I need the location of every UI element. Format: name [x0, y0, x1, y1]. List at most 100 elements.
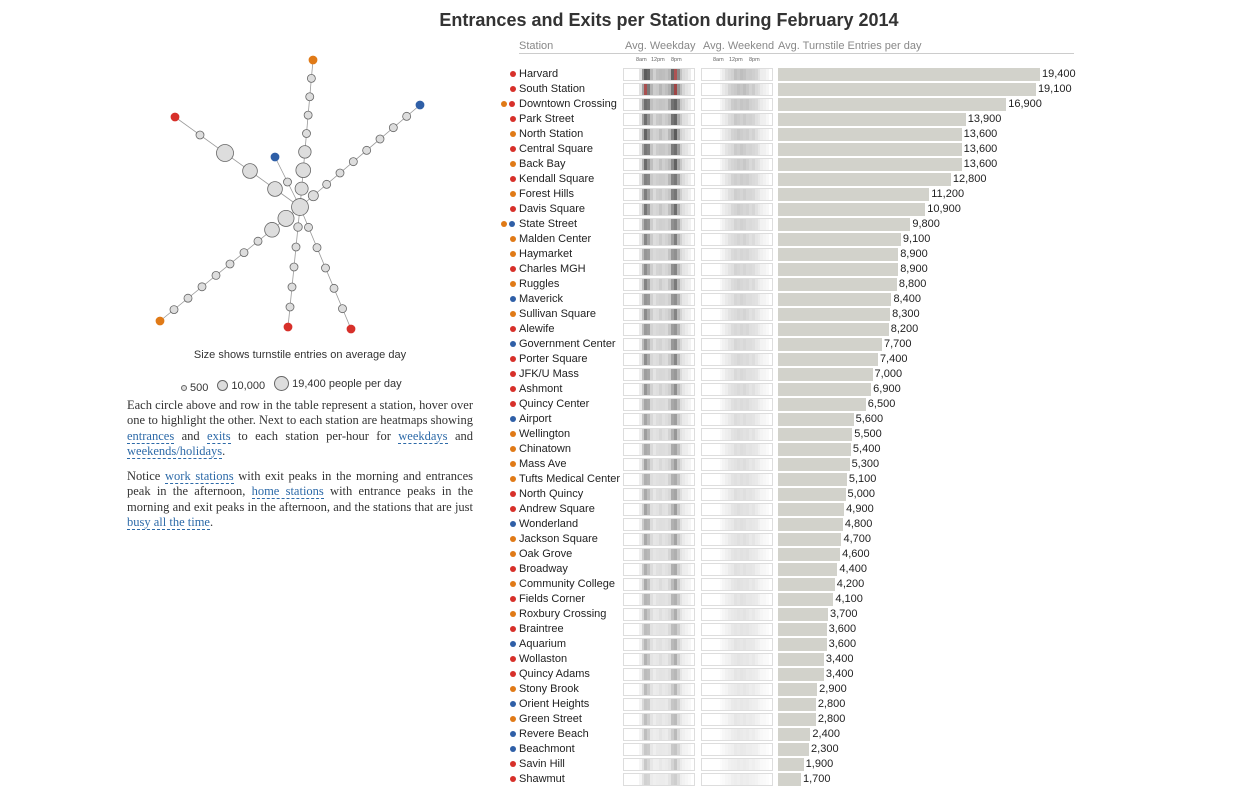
table-row[interactable]: Harvard 19,400 — [505, 67, 1076, 82]
station-circle[interactable] — [388, 123, 398, 133]
header-weekday[interactable]: Avg. Weekday — [625, 40, 696, 52]
table-row[interactable]: Andrew Square 4,900 — [505, 502, 1075, 517]
station-circle[interactable] — [267, 181, 283, 197]
station-circle[interactable] — [289, 262, 299, 272]
station-circle[interactable] — [293, 222, 303, 232]
station-circle[interactable] — [264, 222, 280, 238]
station-circle[interactable] — [291, 198, 309, 216]
station-circle[interactable] — [415, 100, 425, 110]
table-row[interactable]: State Street 9,800 — [501, 217, 1075, 232]
table-row[interactable]: Central Square 13,600 — [505, 142, 1075, 157]
table-row[interactable]: Maverick 8,400 — [505, 292, 1075, 307]
table-row[interactable]: Fields Corner 4,100 — [505, 592, 1075, 607]
header-station[interactable]: Station — [519, 40, 554, 52]
station-circle[interactable] — [304, 222, 313, 232]
table-row[interactable]: Davis Square 10,900 — [505, 202, 1075, 217]
station-circle[interactable] — [303, 110, 313, 120]
table-row[interactable]: Ashmont 6,900 — [505, 382, 1075, 397]
station-circle[interactable] — [346, 324, 356, 334]
table-row[interactable]: Ruggles 8,800 — [505, 277, 1075, 292]
table-row[interactable]: Sullivan Square 8,300 — [505, 307, 1075, 322]
station-circle[interactable] — [305, 92, 315, 102]
table-row[interactable]: Community College 4,200 — [505, 577, 1075, 592]
station-circle[interactable] — [338, 304, 347, 314]
station-circle[interactable] — [306, 73, 316, 83]
station-circle[interactable] — [169, 305, 179, 315]
station-circle[interactable] — [312, 243, 322, 253]
station-circle[interactable] — [195, 130, 205, 140]
table-row[interactable]: Revere Beach 2,400 — [505, 727, 1075, 742]
home-stations-link[interactable]: home stations — [251, 484, 324, 500]
station-circle[interactable] — [335, 168, 345, 178]
station-circle[interactable] — [211, 270, 221, 280]
table-row[interactable]: Jackson Square 4,700 — [505, 532, 1075, 547]
station-circle[interactable] — [277, 209, 295, 227]
table-row[interactable]: Tufts Medical Center 5,100 — [505, 472, 1075, 487]
table-row[interactable]: Park Street 13,900 — [505, 112, 1075, 127]
table-row[interactable]: Roxbury Crossing 3,700 — [505, 607, 1075, 622]
table-row[interactable]: Kendall Square 12,800 — [505, 172, 1075, 187]
station-circle[interactable] — [322, 179, 332, 189]
table-row[interactable]: Porter Square 7,400 — [505, 352, 1075, 367]
table-row[interactable]: Forest Hills 11,200 — [505, 187, 1075, 202]
station-circle[interactable] — [287, 282, 297, 292]
station-circle[interactable] — [294, 181, 309, 196]
station-circle[interactable] — [295, 162, 312, 179]
table-row[interactable]: Braintree 3,600 — [505, 622, 1075, 637]
table-row[interactable]: Beachmont 2,300 — [505, 742, 1075, 757]
table-row[interactable]: Stony Brook 2,900 — [505, 682, 1075, 697]
table-row[interactable]: Quincy Adams 3,400 — [505, 667, 1075, 682]
station-circle[interactable] — [270, 152, 280, 162]
table-row[interactable]: Shawmut 1,700 — [505, 772, 1075, 787]
entrances-link[interactable]: entrances — [127, 428, 175, 444]
table-row[interactable]: Back Bay 13,600 — [505, 157, 1075, 172]
table-row[interactable]: Chinatown 5,400 — [505, 442, 1075, 457]
station-circle[interactable] — [225, 259, 235, 269]
table-row[interactable]: Charles MGH 8,900 — [505, 262, 1075, 277]
table-row[interactable]: South Station 19,100 — [505, 82, 1075, 97]
station-circle[interactable] — [242, 163, 258, 179]
table-row[interactable]: Green Street 2,800 — [505, 712, 1075, 727]
busy-all-the-time-link[interactable]: busy all the time — [127, 515, 210, 531]
station-circle[interactable] — [298, 145, 312, 159]
table-row[interactable]: Mass Ave 5,300 — [505, 457, 1075, 472]
station-circle[interactable] — [329, 283, 339, 293]
table-row[interactable]: Airport 5,600 — [505, 412, 1075, 427]
table-row[interactable]: North Station 13,600 — [505, 127, 1075, 142]
table-row[interactable]: Aquarium 3,600 — [505, 637, 1075, 652]
exits-link[interactable]: exits — [207, 428, 231, 444]
table-row[interactable]: Wollaston 3,400 — [505, 652, 1075, 667]
station-circle[interactable] — [402, 111, 412, 121]
table-row[interactable]: Government Center 7,700 — [505, 337, 1075, 352]
table-row[interactable]: Broadway 4,400 — [505, 562, 1075, 577]
station-circle[interactable] — [321, 263, 330, 273]
table-row[interactable]: Downtown Crossing 16,900 — [501, 97, 1075, 112]
station-circle[interactable] — [362, 145, 372, 155]
header-entries[interactable]: Avg. Turnstile Entries per day — [778, 40, 922, 52]
table-row[interactable]: Orient Heights 2,800 — [505, 697, 1075, 712]
weekdays-link[interactable]: weekdays — [398, 428, 448, 444]
station-circle[interactable] — [307, 190, 319, 202]
table-row[interactable]: Oak Grove 4,600 — [505, 547, 1075, 562]
station-circle[interactable] — [285, 302, 295, 312]
station-circle[interactable] — [170, 112, 180, 122]
station-circle[interactable] — [375, 134, 385, 144]
work-stations-link[interactable]: work stations — [165, 469, 234, 485]
table-row[interactable]: Savin Hill 1,900 — [505, 757, 1075, 772]
station-circle[interactable] — [283, 322, 293, 332]
table-row[interactable]: Wellington 5,500 — [505, 427, 1075, 442]
table-row[interactable]: North Quincy 5,000 — [505, 487, 1075, 502]
header-weekend[interactable]: Avg. Weekend — [703, 40, 775, 52]
weekends-link[interactable]: weekends/holidays — [127, 443, 223, 459]
station-circle[interactable] — [308, 55, 318, 65]
table-row[interactable]: Haymarket 8,900 — [505, 247, 1075, 262]
station-circle[interactable] — [302, 129, 311, 138]
table-row[interactable]: JFK/U Mass 7,000 — [505, 367, 1075, 382]
station-circle[interactable] — [155, 316, 165, 326]
station-circle[interactable] — [291, 242, 301, 252]
table-row[interactable]: Quincy Center 6,500 — [505, 397, 1075, 412]
station-circle[interactable] — [348, 157, 358, 167]
station-circle[interactable] — [283, 177, 292, 187]
station-circle[interactable] — [239, 248, 249, 258]
station-circle[interactable] — [197, 282, 207, 292]
